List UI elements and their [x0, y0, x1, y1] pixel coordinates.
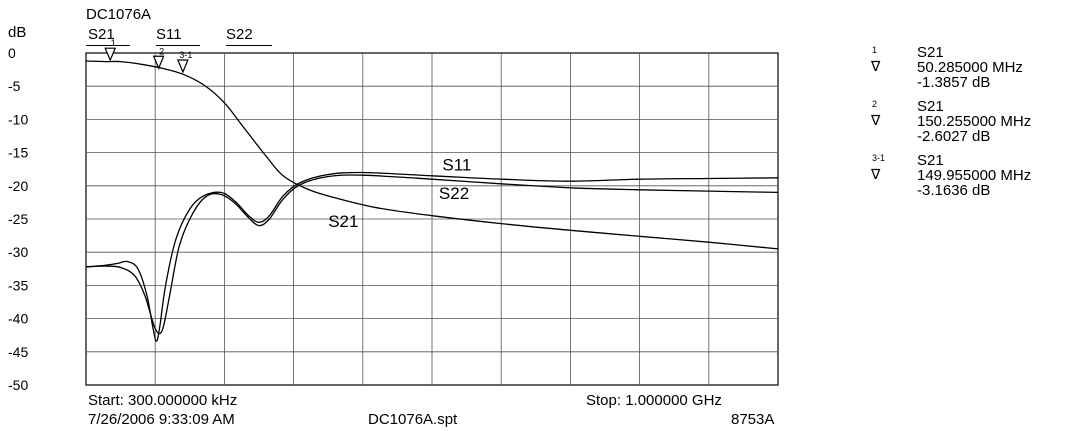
timestamp: 7/26/2006 9:33:09 AM: [88, 411, 235, 428]
marker-readout-trace: S21: [917, 152, 944, 169]
marker-1-icon[interactable]: [104, 47, 117, 62]
trace-label-s22: S22: [439, 184, 469, 203]
trace-tab-s11[interactable]: S11: [156, 26, 182, 43]
marker-2-icon[interactable]: [152, 55, 165, 70]
y-tick-label: -20: [8, 178, 28, 194]
marker-readout-trace: S21: [917, 44, 944, 61]
y-tick-label: -25: [8, 211, 28, 227]
trace-label-s11: S11: [442, 156, 471, 175]
y-tick-label: 0: [8, 45, 16, 61]
y-tick-label: -5: [8, 78, 21, 94]
marker-readout-id: 1: [872, 45, 878, 55]
marker-1-label: 1: [111, 38, 116, 48]
y-tick-label: -40: [8, 311, 28, 327]
instrument-model: 8753A: [731, 411, 775, 428]
marker-readout-id: 3-1: [872, 153, 886, 163]
marker-readout-value: -1.3857 dB: [917, 74, 991, 91]
marker-3-1-icon[interactable]: [176, 59, 189, 74]
marker-readout-value: -3.1636 dB: [917, 182, 991, 199]
trace-tab-underline: [226, 45, 272, 46]
y-tick-label: -10: [8, 111, 28, 127]
trace-label-s21: S21: [328, 212, 358, 231]
y-axis-label: dB: [8, 24, 27, 41]
y-tick-label: -15: [8, 145, 28, 161]
marker-readout-id: 2: [872, 99, 878, 109]
marker-readout-trace: S21: [917, 98, 944, 115]
chart-title: DC1076A: [86, 6, 152, 23]
marker-readout-triangle-icon: ∇: [871, 112, 881, 128]
trace-s21: [85, 60, 779, 250]
file-name: DC1076A.spt: [368, 411, 458, 428]
marker-3-1-label: 3-1: [179, 50, 192, 60]
y-tick-label: -30: [8, 244, 28, 260]
marker-readout-frequency: 50.285000 MHz: [917, 59, 1023, 76]
y-tick-label: -45: [8, 344, 28, 360]
trace-tab-s22[interactable]: S22: [226, 26, 253, 43]
stop-frequency: Stop: 1.000000 GHz: [586, 392, 722, 409]
start-frequency: Start: 300.000000 kHz: [88, 392, 238, 409]
y-tick-label: -35: [8, 277, 28, 293]
marker-readout-frequency: 150.255000 MHz: [917, 113, 1032, 130]
trace-tab-s21[interactable]: S21: [88, 26, 115, 43]
marker-2-label: 2: [159, 46, 164, 56]
trace-s22: [85, 174, 779, 335]
marker-readout-triangle-icon: ∇: [871, 58, 881, 74]
trace-tab-underline: [156, 45, 200, 46]
y-tick-label: -50: [8, 377, 28, 393]
marker-readout-triangle-icon: ∇: [871, 166, 881, 182]
trace-s11: [85, 171, 779, 342]
marker-readout-value: -2.6027 dB: [917, 128, 991, 145]
trace-tab-underline: [86, 45, 130, 46]
marker-readout-frequency: 149.955000 MHz: [917, 167, 1032, 184]
